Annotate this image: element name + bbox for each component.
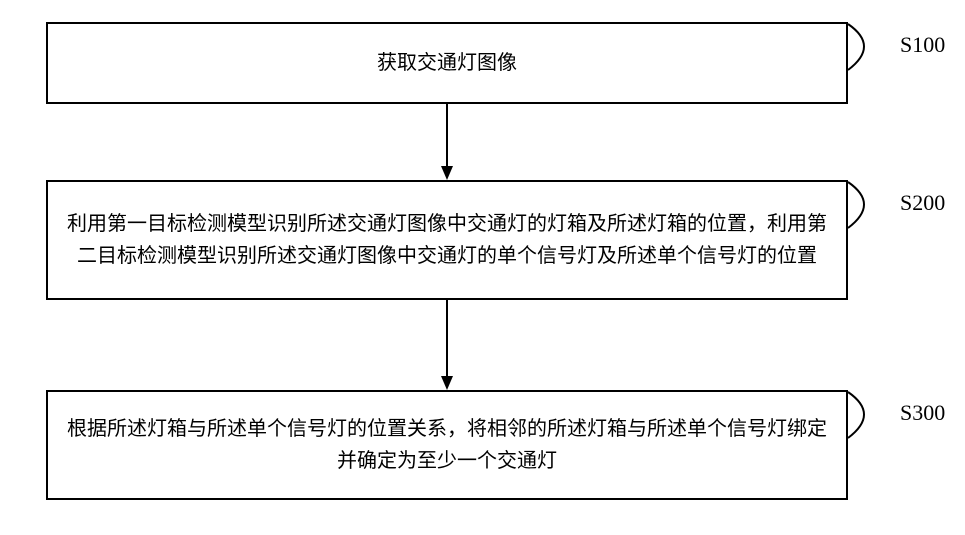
flowchart-canvas: 获取交通灯图像 S100 利用第一目标检测模型识别所述交通灯图像中交通灯的灯箱及… — [0, 0, 965, 535]
step-label-s200: S200 — [900, 190, 945, 216]
flow-node-s100-text: 获取交通灯图像 — [377, 47, 517, 79]
flow-node-s100: 获取交通灯图像 — [46, 22, 848, 104]
step-label-s100: S100 — [900, 32, 945, 58]
flow-node-s200-text: 利用第一目标检测模型识别所述交通灯图像中交通灯的灯箱及所述灯箱的位置，利用第二目… — [64, 208, 830, 272]
flow-label-curves — [848, 24, 864, 438]
flow-node-s300-text: 根据所述灯箱与所述单个信号灯的位置关系，将相邻的所述灯箱与所述单个信号灯绑定并确… — [64, 413, 830, 477]
flow-node-s300: 根据所述灯箱与所述单个信号灯的位置关系，将相邻的所述灯箱与所述单个信号灯绑定并确… — [46, 390, 848, 500]
flow-node-s200: 利用第一目标检测模型识别所述交通灯图像中交通灯的灯箱及所述灯箱的位置，利用第二目… — [46, 180, 848, 300]
step-label-s300: S300 — [900, 400, 945, 426]
